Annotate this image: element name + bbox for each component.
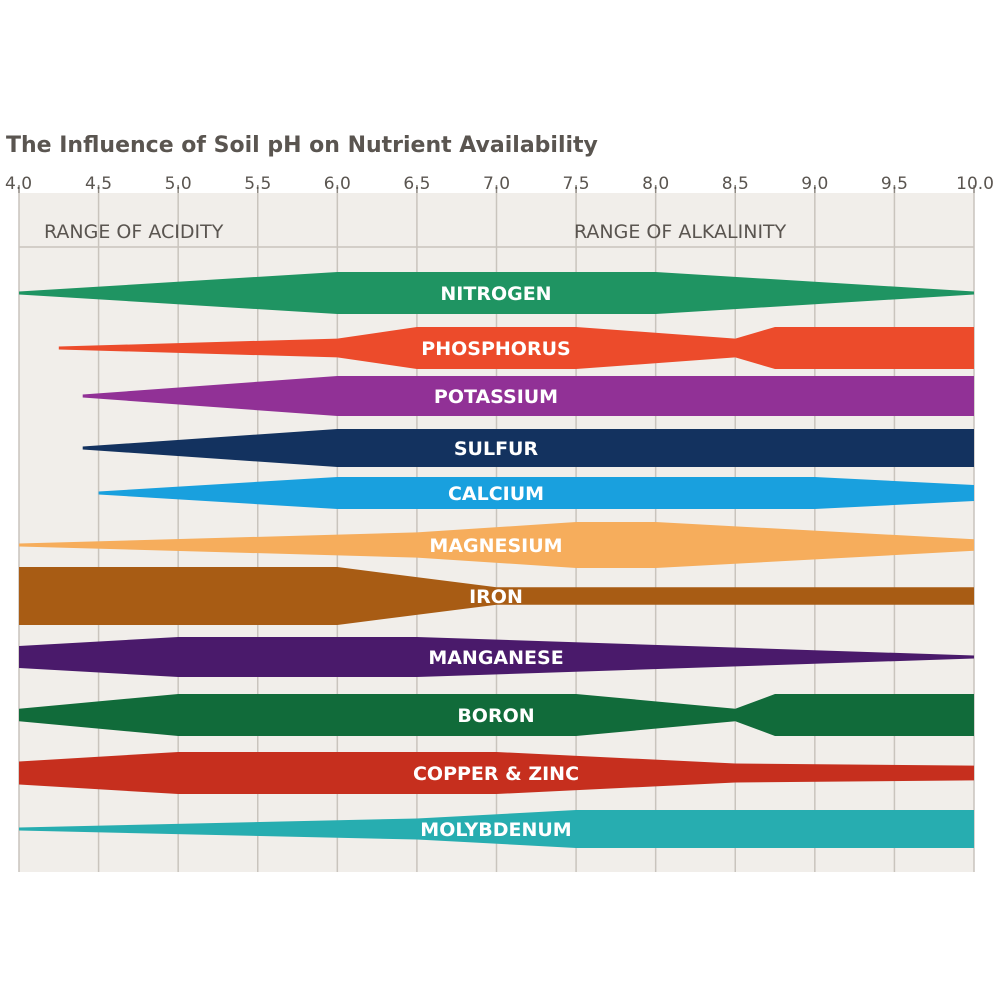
tick-label: 7.5: [563, 174, 590, 194]
band-boron: [19, 694, 974, 736]
tick-label: 4.0: [5, 174, 32, 194]
band-molybdenum: [19, 810, 974, 848]
tick-label: 10.0: [956, 174, 994, 194]
band-label: SULFUR: [454, 438, 539, 460]
band-label: IRON: [469, 586, 523, 608]
band-label: BORON: [457, 705, 534, 727]
nutrient-bands: NITROGEN PHOSPHORUS POTASSIUM SULFUR CALCIUM…: [19, 272, 975, 848]
band-magnesium: [19, 522, 974, 568]
band-label: POTASSIUM: [434, 386, 558, 408]
tick-label: 8.5: [722, 174, 749, 194]
band-potassium: [82, 376, 974, 416]
band-iron: [19, 567, 974, 625]
tick-label: 6.0: [324, 174, 351, 194]
band-sulfur: [82, 429, 974, 467]
tick-label: 9.5: [881, 174, 908, 194]
band-label: NITROGEN: [440, 283, 551, 305]
band-manganese: [19, 637, 974, 677]
band-copper-zinc: [19, 752, 974, 794]
band-phosphorus: [58, 327, 975, 369]
alkalinity-range-label: RANGE OF ALKALINITY: [574, 221, 787, 243]
band-label: MOLYBDENUM: [420, 819, 571, 841]
band-calcium: [98, 477, 975, 509]
band-label: COPPER & ZINC: [413, 763, 579, 785]
tick-label: 4.5: [85, 174, 112, 194]
band-label: MANGANESE: [428, 647, 563, 669]
tick-label: 5.0: [165, 174, 192, 194]
band-label: PHOSPHORUS: [421, 338, 570, 360]
tick-label: 6.5: [403, 174, 430, 194]
band-label: CALCIUM: [448, 483, 544, 505]
tick-label: 9.0: [801, 174, 828, 194]
tick-label: 8.0: [642, 174, 669, 194]
tick-label: 7.0: [483, 174, 510, 194]
band-label: MAGNESIUM: [429, 535, 562, 557]
tick-label: 5.5: [244, 174, 271, 194]
acidity-range-label: RANGE OF ACIDITY: [44, 221, 224, 243]
chart-title: The Influence of Soil pH on Nutrient Ava…: [6, 133, 598, 158]
ph-tick-labels: 4.0 4.5 5.0 5.5 6.0 6.5 7.0 7.5 8.0 8.5 9.0 9.5 10.0: [5, 174, 994, 194]
band-nitrogen: [19, 272, 974, 314]
range-row: RANGE OF ACIDITY RANGE OF ALKALINITY: [44, 221, 787, 243]
